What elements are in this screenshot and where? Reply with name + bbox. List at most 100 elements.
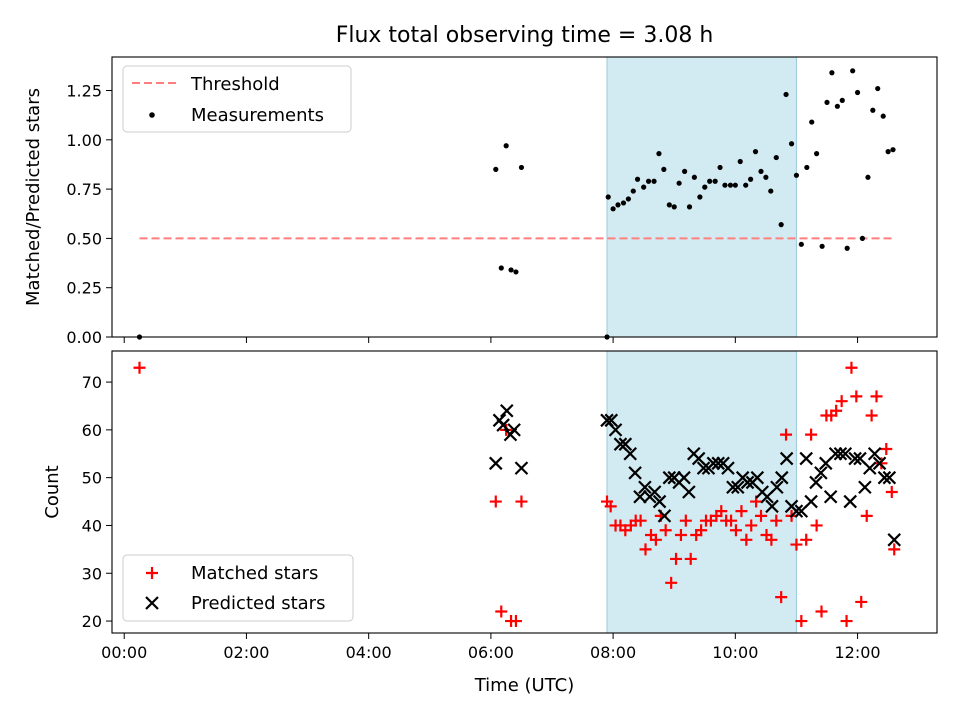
measurement-point xyxy=(850,68,856,74)
predicted-star-point xyxy=(775,470,789,485)
measurement-point xyxy=(656,151,662,157)
predicted-star-point xyxy=(647,485,662,499)
measurement-point xyxy=(829,70,835,76)
measurement-point xyxy=(634,176,641,182)
predicted-legend-label: Predicted stars xyxy=(191,593,325,614)
measurement-point xyxy=(702,184,708,190)
predicted-star-point xyxy=(623,446,637,461)
predicted-star-point xyxy=(682,485,696,499)
measurement-point xyxy=(712,178,718,184)
matched-star-point xyxy=(810,519,823,532)
matched-star-point xyxy=(665,576,678,589)
predicted-star-point xyxy=(721,461,735,475)
matched-star-point xyxy=(815,605,828,618)
predicted-star-point xyxy=(604,413,619,428)
predicted-star-point xyxy=(657,509,672,523)
x-tick-label: 00:00 xyxy=(101,643,147,662)
matched-star-point xyxy=(795,615,808,628)
measurement-point xyxy=(870,107,876,113)
matched-star-point xyxy=(684,552,697,565)
y-tick-label: 50 xyxy=(82,469,102,488)
measurement-point xyxy=(513,269,519,275)
matched-star-point xyxy=(860,509,873,522)
measurement-point xyxy=(859,235,866,242)
matched-star-point xyxy=(634,514,647,527)
measurement-point xyxy=(605,194,611,200)
matched-star-point xyxy=(875,457,888,470)
measurement-point xyxy=(610,206,616,212)
matched-star-point xyxy=(604,500,617,513)
matched-star-point xyxy=(790,538,803,551)
predicted-star-point xyxy=(633,490,647,504)
predicted-star-point xyxy=(652,494,667,509)
bottom-axes: 20 30 40 50 60 70 00:00 02:00 04:00 06:00 08:00 10… xyxy=(42,350,938,696)
matched-star-point xyxy=(855,595,868,608)
matched-star-point xyxy=(865,409,878,422)
matched-star-point xyxy=(489,495,502,508)
measurement-point xyxy=(666,202,672,208)
measurement-point xyxy=(493,166,499,172)
matched-star-point xyxy=(800,533,813,546)
matched-star-point xyxy=(495,605,508,618)
matched-star-point xyxy=(745,519,758,532)
measurement-point xyxy=(793,172,800,178)
measurements-legend-label: Measurements xyxy=(191,105,324,126)
predicted-star-point xyxy=(706,456,721,471)
matched-star-point xyxy=(775,591,788,604)
measurement-point xyxy=(743,182,749,188)
measurement-point xyxy=(503,143,509,149)
predicted-star-point xyxy=(804,494,818,509)
predicted-star-point xyxy=(662,470,677,485)
predicted-star-point xyxy=(858,480,872,494)
predicted-star-point xyxy=(833,446,848,461)
measurement-point xyxy=(620,200,627,206)
predicted-star-point xyxy=(750,470,765,485)
y-tick-label: 0.00 xyxy=(66,328,102,347)
predicted-star-point xyxy=(628,466,642,480)
predicted-star-point xyxy=(696,461,711,475)
measurement-point xyxy=(763,174,769,180)
matched-star-point xyxy=(805,428,818,441)
measurement-point xyxy=(804,164,810,171)
predicted-star-point xyxy=(872,456,887,471)
measurement-point xyxy=(645,178,652,184)
predicted-star-point xyxy=(500,403,514,418)
measurement-point xyxy=(768,188,774,194)
predicted-star-point xyxy=(877,470,892,485)
y-tick-label: 1.25 xyxy=(66,82,102,101)
measurement-point xyxy=(758,168,764,174)
matched-star-point xyxy=(515,495,528,508)
bottom-plot-frame xyxy=(111,350,938,634)
x-tick-label: 12:00 xyxy=(835,643,881,662)
matched-star-point xyxy=(659,524,672,537)
matched-star-point xyxy=(695,524,708,537)
matched-star-point xyxy=(133,361,146,374)
matched-star-point xyxy=(885,486,898,498)
measurement-point xyxy=(651,178,657,184)
predicted-star-point xyxy=(740,475,755,490)
measurement-point xyxy=(875,85,881,92)
predicted-star-point xyxy=(711,456,725,471)
x-axis-label: Time (UTC) xyxy=(474,675,575,696)
matched-star-point xyxy=(765,533,778,546)
bottom-legend-box xyxy=(122,554,354,622)
measurement-point xyxy=(748,176,754,182)
y-tick-label: 30 xyxy=(82,564,102,583)
predicted-star-point xyxy=(765,499,779,514)
measurement-point xyxy=(890,147,896,153)
measurement-point xyxy=(824,99,830,105)
matched-star-point xyxy=(830,404,843,417)
measurement-point xyxy=(788,141,795,147)
matched-star-point xyxy=(740,533,753,546)
top-y-axis-label: Matched/Predicted stars xyxy=(23,88,44,306)
matched-star-point xyxy=(729,524,742,537)
y-tick-label: 70 xyxy=(82,373,102,392)
predicted-star-point xyxy=(828,446,843,461)
predicted-star-point xyxy=(514,461,529,475)
threshold-legend-label: Threshold xyxy=(190,74,280,95)
measurement-point xyxy=(752,149,759,155)
measurement-point xyxy=(518,164,525,171)
y-tick-label: 20 xyxy=(82,612,102,631)
y-tick-label: 60 xyxy=(82,421,102,440)
